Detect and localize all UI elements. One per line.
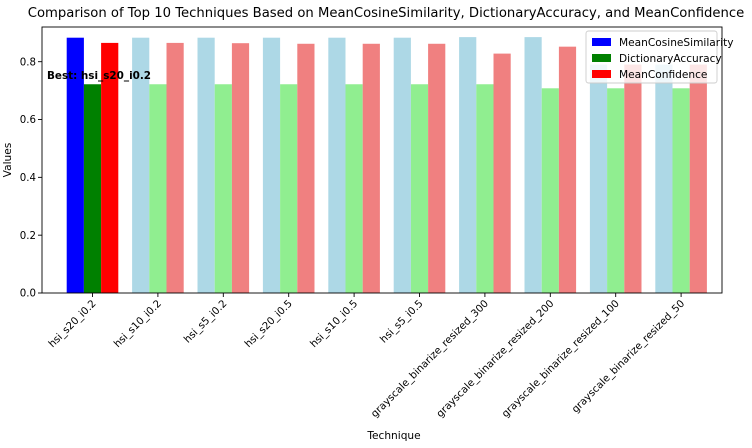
- x-tick-label: grayscale_binarize_resized_300: [369, 298, 491, 420]
- legend-box: [585, 30, 718, 84]
- bar-meanconfidence-1: [166, 42, 184, 293]
- x-axis-label: Technique: [366, 430, 420, 442]
- legend-swatch-meancosinesimilarity: [592, 38, 611, 46]
- bar-dictionaryaccuracy-5: [410, 84, 429, 293]
- x-tick-label: hsi_s5_i0.5: [379, 298, 426, 345]
- bar-meanconfidence-8: [624, 64, 642, 293]
- bar-meancosinesimilarity-9: [655, 64, 673, 293]
- bar-dictionaryaccuracy-8: [607, 88, 625, 293]
- plot-frame: [41, 26, 723, 294]
- x-tick-label: hsi_s5_i0.2: [182, 298, 229, 345]
- bar-meancosinesimilarity-7: [524, 37, 542, 293]
- bar-meanconfidence-6: [493, 53, 511, 293]
- legend-swatch-meanconfidence: [592, 70, 611, 78]
- bar-meanconfidence-7: [558, 46, 577, 293]
- bar-meanconfidence-4: [362, 43, 380, 294]
- bar-dictionaryaccuracy-2: [214, 84, 232, 293]
- bar-dictionaryaccuracy-7: [541, 88, 559, 293]
- bars-layer: [66, 37, 707, 294]
- bar-meancosinesimilarity-1: [132, 37, 150, 293]
- bar-meanconfidence-0: [101, 42, 119, 293]
- bar-meancosinesimilarity-5: [393, 37, 411, 293]
- legend-label-meanconfidence: MeanConfidence: [619, 69, 707, 81]
- bar-meancosinesimilarity-0: [66, 37, 84, 293]
- y-tick-label: 0.4: [20, 173, 36, 184]
- legend-label-dictionaryaccuracy: DictionaryAccuracy: [619, 53, 722, 65]
- bar-dictionaryaccuracy-6: [476, 84, 494, 293]
- chart-title: Comparison of Top 10 Techniques Based on…: [28, 6, 744, 21]
- x-tick-label: hsi_s10_i0.5: [309, 298, 361, 350]
- legend: MeanCosineSimilarity DictionaryAccuracy Me…: [585, 30, 734, 84]
- bar-meancosinesimilarity-8: [589, 64, 608, 293]
- bar-meancosinesimilarity-3: [262, 37, 281, 293]
- x-tick-label: grayscale_binarize_resized_100: [500, 298, 622, 420]
- y-axis-label: Values: [2, 143, 14, 178]
- legend-swatch-dictionaryaccuracy: [592, 54, 611, 62]
- bar-meancosinesimilarity-2: [197, 37, 215, 293]
- x-tick-label: hsi_s10_i0.2: [112, 298, 164, 350]
- x-tick-label: hsi_s20_i0.2: [47, 298, 99, 350]
- bar-meanconfidence-2: [231, 43, 250, 294]
- y-tick-label: 0.6: [20, 115, 36, 126]
- bar-meanconfidence-5: [428, 43, 446, 294]
- y-tick-label: 0.8: [20, 57, 36, 68]
- bar-dictionaryaccuracy-3: [280, 84, 298, 293]
- x-tick-label: grayscale_binarize_resized_50: [570, 298, 687, 415]
- bar-dictionaryaccuracy-9: [672, 88, 690, 293]
- y-tick-label: 0.2: [20, 231, 36, 242]
- legend-label-meancosinesimilarity: MeanCosineSimilarity: [619, 37, 734, 49]
- x-tick-label: grayscale_binarize_resized_200: [435, 298, 557, 420]
- bar-dictionaryaccuracy-0: [83, 84, 102, 293]
- bar-dictionaryaccuracy-1: [149, 84, 167, 293]
- bar-meancosinesimilarity-6: [459, 37, 477, 293]
- x-tick-label: hsi_s20_i0.5: [243, 298, 295, 350]
- y-tick-label: 0.0: [20, 289, 36, 300]
- best-annotation: Best: hsi_s20_i0.2: [47, 70, 151, 82]
- bar-meanconfidence-9: [689, 64, 707, 293]
- bar-meancosinesimilarity-4: [328, 37, 346, 293]
- bar-meanconfidence-3: [297, 43, 315, 294]
- bar-dictionaryaccuracy-4: [345, 84, 363, 293]
